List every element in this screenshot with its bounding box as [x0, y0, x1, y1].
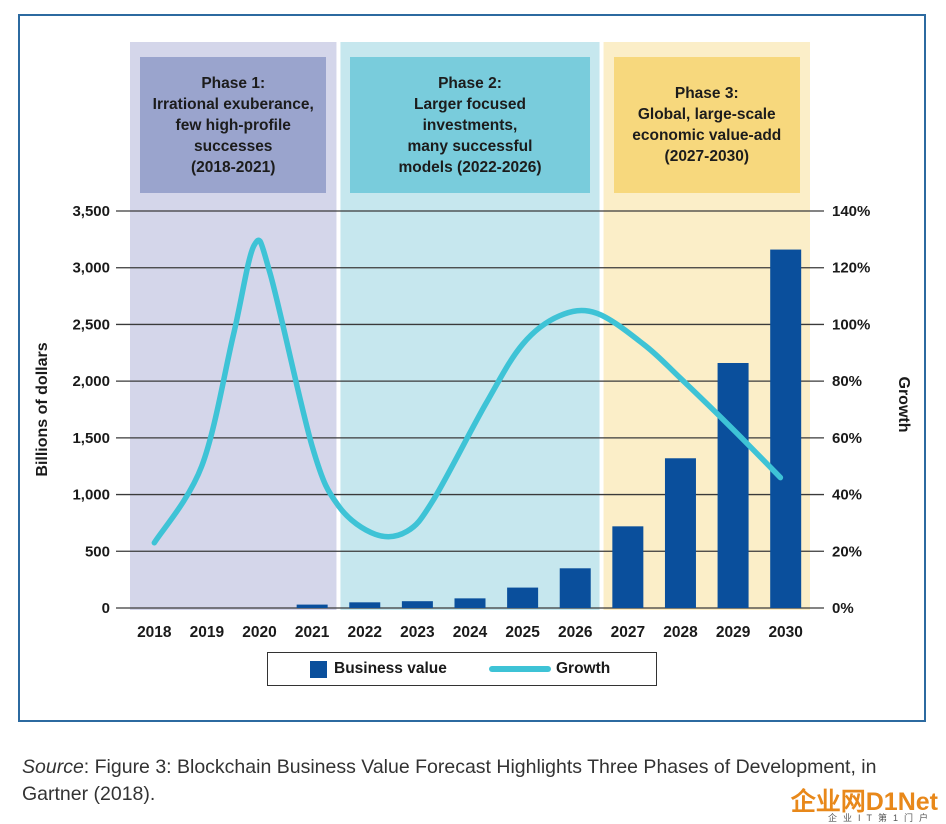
bar-2025	[507, 587, 539, 608]
x-tick-label: 2028	[663, 624, 698, 641]
y2-tick-label: 80%	[832, 373, 862, 390]
x-tick-label: 2029	[716, 624, 751, 641]
phase-title-2: Phase 2:	[438, 74, 502, 92]
bar-2023	[401, 601, 433, 608]
y2-tick-label: 0%	[832, 600, 854, 617]
y-tick-label: 0	[102, 600, 110, 617]
y-axis-title: Billions of dollars	[34, 342, 51, 476]
y-tick-label: 3,500	[72, 203, 110, 220]
bar-2028	[664, 458, 696, 608]
bar-2029	[717, 362, 749, 608]
caption-text: : Figure 3: Blockchain Business Value Fo…	[22, 756, 877, 805]
phase-label-text-3: Phase 3: Global, large-scale economic valu…	[614, 83, 800, 167]
phase-line-1-3: successes	[194, 137, 273, 155]
y2-tick-label: 20%	[832, 543, 862, 560]
y2-tick-label: 60%	[832, 430, 862, 447]
bar-2026	[559, 568, 591, 608]
x-tick-label: 2025	[505, 624, 540, 641]
bar-2024	[454, 598, 486, 608]
phase-line-2-1: Larger focused	[413, 95, 526, 113]
x-tick-label: 2023	[400, 624, 435, 641]
legend-item-growth: Growth	[489, 653, 610, 685]
phase-line-2-3: many successful	[407, 137, 533, 155]
legend: Business value Growth	[267, 652, 657, 686]
x-tick-label: 2019	[190, 624, 225, 641]
legend-label-growth: Growth	[556, 660, 611, 677]
x-tick-label: 2027	[611, 624, 645, 641]
chart-frame	[18, 14, 926, 722]
x-tick-label: 2020	[242, 624, 276, 641]
phase-label-box-2: Phase 2: Larger focused investments, many s…	[350, 57, 590, 193]
y2-axis-title: Growth	[895, 377, 912, 433]
y-tick-label: 500	[85, 543, 110, 560]
phase-line-1-1: Irrational exuberance,	[152, 95, 314, 113]
y-tick-label: 3,000	[72, 260, 110, 277]
watermark-main: 企业网D1Net	[790, 788, 938, 816]
phase-label-box-1: Phase 1: Irrational exuberance, few high-p…	[140, 57, 327, 193]
x-tick-label: 2021	[295, 624, 330, 641]
phase-line-1-2: few high-profile	[175, 116, 291, 134]
legend-item-business-value: Business value	[310, 653, 447, 685]
bar-2030	[770, 249, 802, 608]
legend-swatch-bar	[310, 660, 327, 678]
x-tick-label: 2030	[768, 624, 802, 641]
x-tick-label: 2018	[137, 624, 172, 641]
caption-source-label: Source	[22, 756, 84, 778]
y-tick-label: 1,000	[72, 487, 110, 504]
y-tick-label: 1,500	[72, 430, 110, 447]
x-tick-label: 2022	[348, 624, 382, 641]
y-tick-label: 2,500	[72, 316, 110, 333]
source-caption: Source: Figure 3: Blockchain Business Va…	[22, 754, 932, 808]
legend-swatch-line	[489, 666, 551, 672]
watermark-logo: 企业网D1Net 企业IT第1门户	[778, 782, 938, 823]
bar-2022	[349, 602, 381, 608]
phase-line-3-3: (2027-2030)	[664, 148, 749, 165]
y2-tick-label: 140%	[832, 203, 870, 220]
y2-tick-label: 40%	[832, 487, 862, 504]
x-tick-label: 2024	[453, 624, 488, 641]
bar-2027	[612, 526, 644, 608]
phase-label-text-1: Phase 1: Irrational exuberance, few high-p…	[140, 73, 326, 178]
phase-label-text-2: Phase 2: Larger focused investments, many s…	[350, 73, 589, 178]
y2-tick-label: 100%	[832, 316, 870, 333]
y2-tick-label: 120%	[832, 260, 870, 277]
phase-title-1: Phase 1:	[201, 74, 266, 92]
phase-line-1-4: (2018-2021)	[191, 158, 276, 176]
phase-line-2-4: models (2022-2026)	[398, 158, 542, 176]
phase-label-box-3: Phase 3: Global, large-scale economic valu…	[613, 57, 800, 193]
legend-label-business-value: Business value	[334, 660, 447, 677]
x-tick-label: 2026	[558, 624, 593, 641]
phase-title-3: Phase 3:	[674, 85, 739, 102]
growth-line	[151, 237, 784, 546]
phase-line-3-1: Global, large-scale	[637, 106, 776, 123]
phase-line-3-2: economic value-add	[632, 127, 782, 144]
phase-line-2-2: investments,	[422, 116, 518, 134]
watermark-sub: 企业IT第1门户	[827, 813, 934, 823]
y-tick-label: 2,000	[72, 373, 110, 390]
bar-2021	[296, 604, 328, 608]
